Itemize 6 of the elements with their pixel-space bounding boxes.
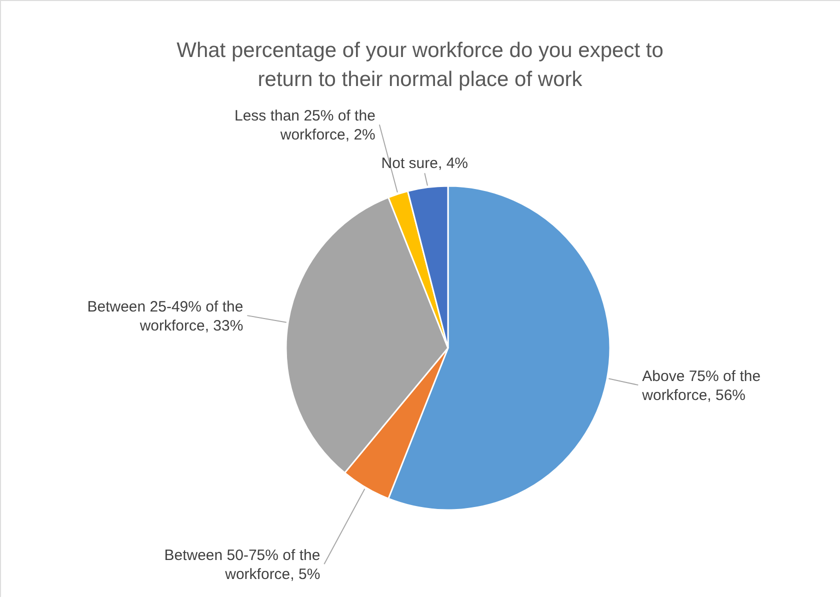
slice-label: Between 25-49% of the workforce, 33%: [87, 298, 244, 335]
slice-label: Above 75% of the workforce, 56%: [641, 368, 761, 404]
chart-title: What percentage of your workforce do you expect to return to their normal place of work: [176, 39, 664, 91]
slice-label: Less than 25% of the workforce, 2%: [234, 108, 376, 144]
slice-label: Between 50-75% of the workforce, 5%: [164, 547, 320, 584]
slice-label: Not sure, 4%: [381, 155, 468, 172]
